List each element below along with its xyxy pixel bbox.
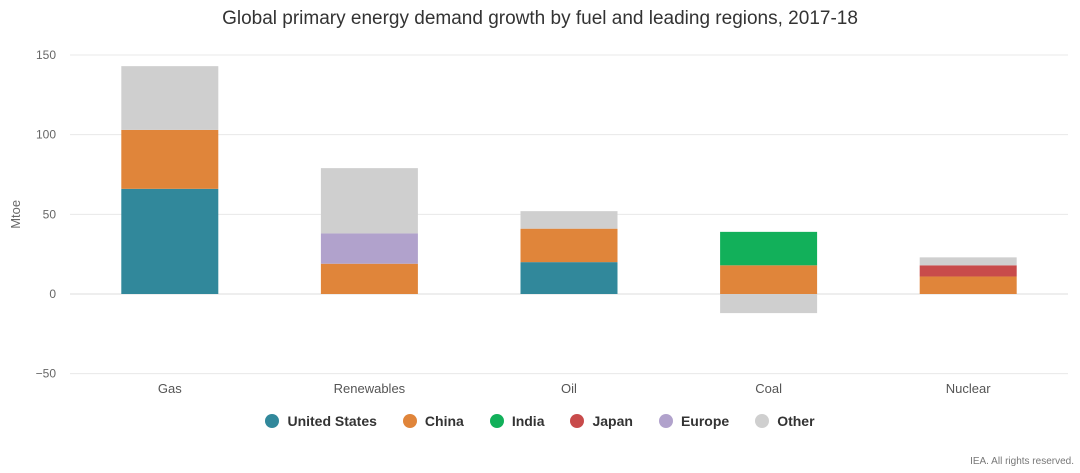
bar-united-states-oil [520,262,618,294]
y-tick-label: 0 [49,287,56,301]
legend-swatch-icon [658,414,673,428]
x-tick-label: Renewables [334,381,406,396]
bar-china-renewables [320,263,418,294]
bar-china-nuclear [919,276,1017,294]
x-tick-label: Nuclear [946,381,991,396]
legend-swatch-icon [402,414,417,428]
legend-label: United States [287,413,377,429]
x-tick-label: Oil [561,381,577,396]
bar-europe-renewables [320,233,418,264]
chart-title: Global primary energy demand growth by f… [222,8,858,29]
bar-other-coal [720,294,818,314]
legend-label: China [424,413,464,429]
legend-item[interactable]: Other [755,413,815,429]
y-tick-label: −50 [36,367,57,381]
legend-swatch-icon [265,414,280,428]
x-tick-label: Gas [158,381,182,396]
y-tick-label: 150 [36,48,56,62]
bar-china-gas [121,129,219,189]
chart-plot: 150 100 50 0 −50 Mtoe Gas Renewables Oil Coal Nucl… [8,48,1068,396]
bar-india-coal [720,231,818,266]
copyright-footer: IEA. All rights reserved. [970,456,1074,467]
y-tick-label: 100 [36,128,56,142]
legend: United States China India Japan Europe Other [0,413,1080,429]
legend-label: Other [777,413,815,429]
legend-item[interactable]: United States [265,413,377,429]
y-tick-label: 50 [43,207,57,221]
legend-item[interactable]: China [402,413,464,429]
y-axis-label: Mtoe [8,200,23,229]
legend-item[interactable]: Japan [570,413,633,429]
legend-item[interactable]: India [489,413,545,429]
legend-label: India [511,413,545,429]
bar-china-coal [720,265,818,294]
legend-label: Japan [592,413,633,429]
bar-china-oil [520,228,618,263]
bar-other-gas [121,66,219,130]
bar-other-nuclear [919,257,1017,266]
bar-other-oil [520,211,618,229]
legend-item[interactable]: Europe [658,413,730,429]
legend-swatch-icon [570,414,585,428]
bar-united-states-gas [121,188,219,294]
legend-swatch-icon [489,414,504,428]
legend-label: Europe [680,413,730,429]
bar-other-renewables [320,168,418,234]
x-tick-label: Coal [755,381,782,396]
legend-swatch-icon [755,414,770,428]
bar-japan-nuclear [919,265,1017,277]
